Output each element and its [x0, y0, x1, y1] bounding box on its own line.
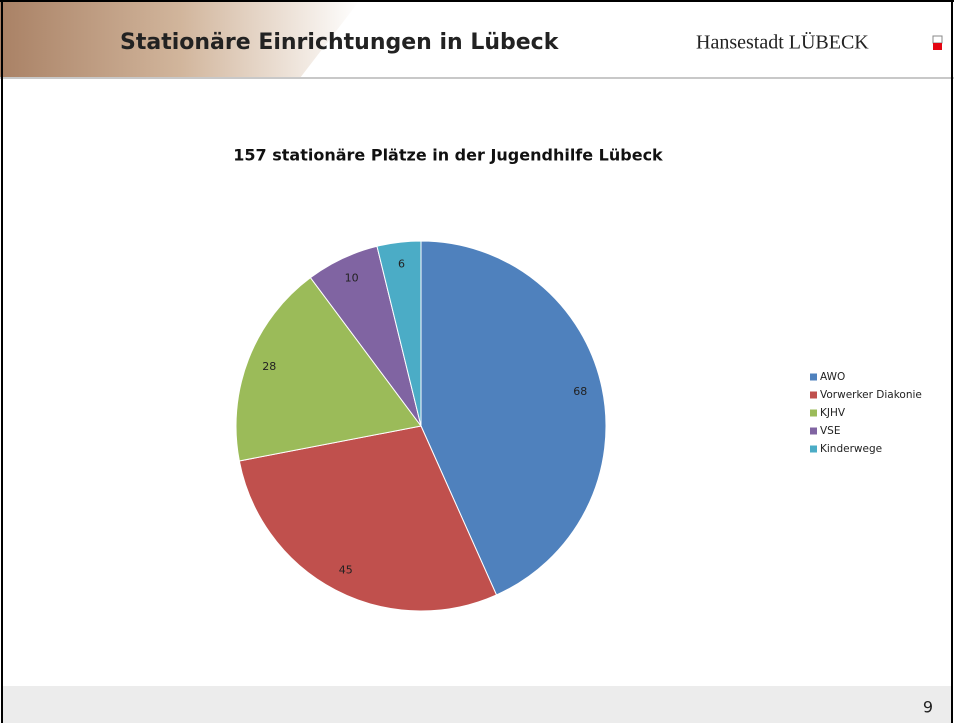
- data-label: 10: [345, 272, 359, 285]
- legend-swatch: [810, 409, 817, 417]
- slide-title: Stationäre Einrichtungen in Lübeck: [120, 30, 560, 55]
- chart-title: 157 stationäre Plätze in der Jugendhilfe…: [233, 146, 663, 165]
- legend-label: VSE: [820, 425, 840, 437]
- legend-swatch: [810, 391, 817, 399]
- pie-slice: [235, 276, 422, 462]
- data-label: 45: [339, 563, 353, 576]
- pie-slice: [420, 240, 607, 596]
- page-number: 9: [923, 698, 933, 717]
- logo-icon: [933, 43, 942, 50]
- legend-swatch: [810, 427, 817, 435]
- data-label: 68: [573, 385, 587, 398]
- header-image: [0, 0, 360, 78]
- data-label: 6: [398, 257, 405, 270]
- legend-swatch: [810, 445, 817, 453]
- legend-label: Vorwerker Diakonie: [820, 389, 922, 401]
- pie-slice: [238, 425, 498, 612]
- pie-slice: [376, 240, 422, 427]
- data-label: 28: [262, 360, 276, 373]
- legend-label: Kinderwege: [820, 443, 882, 455]
- legend-swatch: [810, 373, 817, 381]
- logo-icon: [932, 35, 943, 44]
- footer: [3, 686, 951, 723]
- logo-text: Hansestadt LÜBECK: [696, 31, 869, 54]
- legend-label: KJHV: [820, 407, 846, 419]
- legend-label: AWO: [820, 371, 845, 383]
